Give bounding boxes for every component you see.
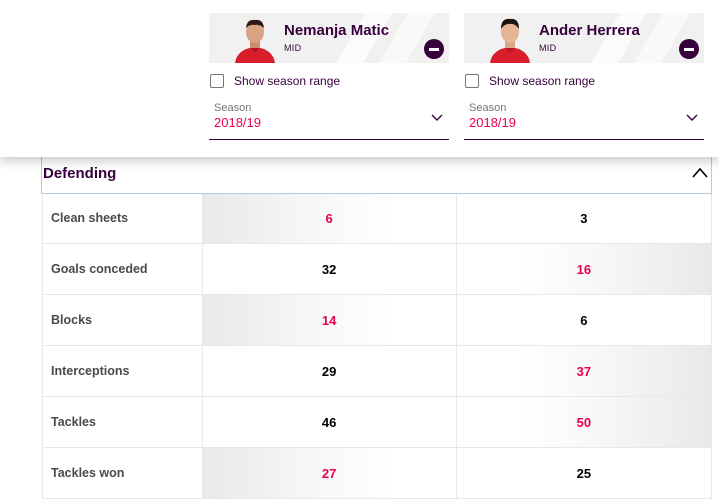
- stat-value-player-2: 25: [576, 465, 592, 481]
- stat-value-player-1: 32: [203, 244, 457, 294]
- player-position: MID: [539, 43, 557, 53]
- stat-value-player-2: 3: [580, 210, 588, 226]
- player-position: MID: [284, 43, 302, 53]
- show-season-range-checkbox[interactable]: [210, 74, 224, 88]
- player-name: Nemanja Matic: [284, 22, 390, 39]
- remove-player-icon[interactable]: [424, 39, 444, 59]
- remove-player-icon[interactable]: [679, 39, 699, 59]
- show-season-range-row[interactable]: Show season range: [464, 72, 704, 90]
- stat-value-player-1: 29: [203, 346, 457, 396]
- stat-value-player-1: 27: [202, 448, 457, 498]
- show-season-range-label: Show season range: [489, 74, 596, 88]
- show-season-range-checkbox[interactable]: [465, 74, 479, 88]
- stat-row: Clean sheets 6 3: [43, 193, 711, 244]
- stat-row: Tackles won 27 25: [43, 448, 711, 499]
- season-select-label: Season: [214, 102, 252, 114]
- stat-value-player-1: 6: [202, 193, 457, 243]
- player-card-2[interactable]: Ander Herrera MID: [464, 13, 704, 63]
- stat-label: Goals conceded: [43, 244, 203, 294]
- stat-label: Tackles won: [43, 448, 203, 498]
- stat-row: Interceptions 29 37: [43, 346, 712, 397]
- player-column-2: Ander Herrera MID Show season range Seas…: [464, 13, 704, 140]
- stat-label: Clean sheets: [43, 193, 203, 243]
- defending-section-header[interactable]: Defending: [41, 154, 712, 194]
- player-photo-1: [235, 19, 275, 63]
- section-title: Defending: [43, 165, 117, 182]
- season-select[interactable]: Season 2018/19: [464, 102, 704, 140]
- stats-table: Clean sheets 6 3 Goals conceded 32 16 Blocks 14…: [42, 193, 712, 499]
- compare-header: Nemanja Matic MID Show season range Seas…: [0, 0, 719, 157]
- stat-value-player-2: 37: [456, 346, 712, 396]
- chevron-down-icon: [686, 114, 698, 121]
- chevron-up-icon[interactable]: [692, 167, 708, 179]
- stat-value-player-1: 14: [202, 295, 457, 345]
- stat-row: Blocks 14 6: [43, 295, 711, 346]
- player-photo-2: [490, 18, 530, 63]
- stat-value-player-2: 16: [456, 244, 712, 294]
- show-season-range-row[interactable]: Show season range: [209, 72, 449, 90]
- stat-label: Blocks: [43, 295, 203, 345]
- player-card-1[interactable]: Nemanja Matic MID: [209, 13, 449, 63]
- season-select-value: 2018/19: [469, 115, 516, 130]
- chevron-down-icon: [431, 114, 443, 121]
- stat-row: Goals conceded 32 16: [43, 244, 712, 295]
- stat-value-player-2: 50: [456, 397, 712, 447]
- stat-label: Interceptions: [43, 346, 203, 396]
- show-season-range-label: Show season range: [234, 74, 341, 88]
- stat-label: Tackles: [43, 397, 203, 447]
- season-select-value: 2018/19: [214, 115, 261, 130]
- stat-value-player-2: 6: [580, 312, 588, 328]
- stat-value-player-1: 46: [203, 397, 457, 447]
- season-select-label: Season: [469, 102, 507, 114]
- player-column-1: Nemanja Matic MID Show season range Seas…: [209, 13, 449, 140]
- season-select[interactable]: Season 2018/19: [209, 102, 449, 140]
- player-name: Ander Herrera: [539, 22, 640, 39]
- stat-row: Tackles 46 50: [43, 397, 712, 448]
